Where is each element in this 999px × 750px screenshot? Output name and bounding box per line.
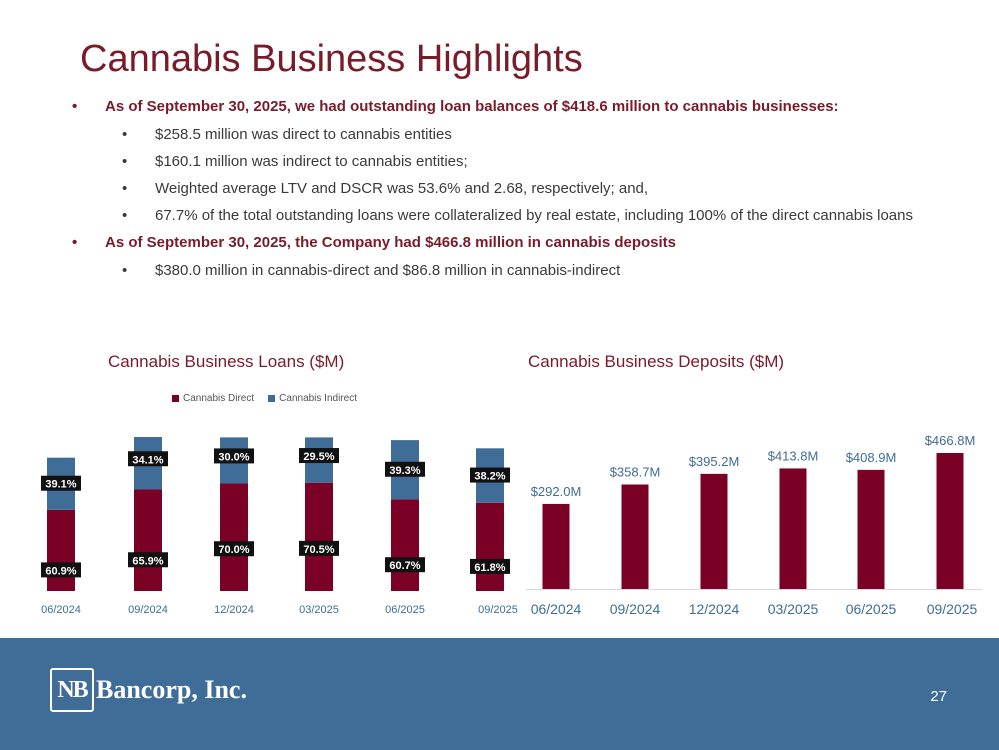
deposits-chart: $292.0M 06/2024 $358.7M 09/2024 $395.2M 12/20… [526,433,982,617]
deposit-data-label: $466.8M [925,433,976,448]
bullet-dot: • [122,180,128,197]
bullet-dot: • [122,153,128,170]
deposits-chart-title: Cannabis Business Deposits ($M) [528,352,785,371]
direct-data-label-box [41,562,81,578]
bullet-loans: • As of September 30, 2025, we had outsta… [70,96,950,118]
direct-bar [47,509,75,591]
direct-bar [391,499,419,591]
x-tick-label: 12/2024 [214,604,254,616]
bullet-text: $258.5 million was direct to cannabis en… [155,126,452,143]
x-tick-label: 03/2025 [768,601,819,617]
x-tick-label: 09/2024 [128,604,168,616]
x-tick-label: 09/2025 [478,604,518,616]
x-tick-label: 06/2025 [846,601,897,617]
deposit-bar [936,453,964,589]
direct-bar [134,489,162,591]
bullet-text: $160.1 million was indirect to cannabis … [155,153,468,170]
deposit-bar [700,473,728,589]
direct-bar [220,483,248,591]
bullet-dot: • [72,98,78,115]
x-tick-label: 09/2024 [610,601,661,617]
x-tick-label: 06/2025 [385,604,425,616]
deposit-data-label: $408.9M [846,450,897,465]
x-tick-label: 09/2025 [927,601,978,617]
direct-data-label: 70.5% [303,544,334,556]
legend-label-direct: Cannabis Direct [183,393,255,404]
sub-bullet-ltv: • Weighted average LTV and DSCR was 53.6%… [70,178,950,200]
legend-swatch-indirect [268,395,276,402]
indirect-data-label-box [299,448,339,464]
slide-title: Cannabis Business Highlights [80,38,583,80]
x-tick-label: 06/2024 [41,604,81,616]
bullet-list: • As of September 30, 2025, we had outsta… [70,96,950,287]
company-logo: NB Bancorp, Inc. [50,668,247,712]
indirect-data-label: 38.2% [474,471,505,483]
loans-chart-title: Cannabis Business Loans ($M) [108,352,345,371]
direct-data-label-box [470,558,510,574]
indirect-data-label-box [41,475,81,491]
sub-bullet-direct: • $258.5 million was direct to cannabis e… [70,124,950,146]
direct-data-label-box [385,557,425,573]
bullet-text: Weighted average LTV and DSCR was 53.6% … [155,180,649,197]
bullet-text: As of September 30, 2025, we had outstan… [105,98,839,115]
legend-item-direct: Cannabis Direct [172,393,254,404]
direct-data-label: 60.7% [389,560,420,572]
deposit-bar [542,503,570,589]
deposit-data-label: $395.2M [689,454,740,469]
indirect-data-label: 39.3% [389,465,420,477]
direct-bar [476,502,504,591]
bullet-text: $380.0 million in cannabis-direct and $8… [155,262,621,279]
direct-data-label: 70.0% [218,544,249,556]
sub-bullet-collateral: • 67.7% of the total outstanding loans we… [70,205,950,227]
indirect-data-label: 29.5% [303,451,334,463]
deposit-data-label: $413.8M [768,448,819,463]
legend-item-indirect: Cannabis Indirect [268,393,357,404]
loans-chart-legend: Cannabis Direct Cannabis Indirect [172,393,357,404]
logo-company-name: Bancorp, Inc. [96,675,247,704]
loans-chart: 60.9% 39.1% 06/2024 65.9% 34.1% 09/2024 70.0% 3… [41,437,518,616]
logo-mark: NB [50,668,94,712]
bullet-deposits: • As of September 30, 2025, the Company h… [70,232,950,254]
bullet-dot: • [122,262,128,279]
x-tick-label: 03/2025 [299,604,339,616]
deposit-bar [621,484,649,589]
direct-data-label-box [128,552,168,568]
deposit-bar [779,468,807,589]
legend-label-indirect: Cannabis Indirect [279,393,357,404]
footer-bar: NB Bancorp, Inc. 27 [0,638,999,750]
legend-swatch-direct [172,395,179,402]
sub-bullet-deposit-split: • $380.0 million in cannabis-direct and $… [70,260,950,282]
direct-data-label: 60.9% [45,565,76,577]
indirect-data-label-box [128,451,168,467]
indirect-data-label: 30.0% [218,451,249,463]
bullet-dot: • [122,207,128,224]
indirect-data-label-box [214,448,254,464]
x-tick-label: 12/2024 [689,601,740,617]
bullet-dot: • [122,126,128,143]
indirect-data-label: 39.1% [45,479,76,491]
deposit-data-label: $292.0M [531,484,582,499]
indirect-data-label: 34.1% [132,454,163,466]
page-number: 27 [930,688,947,705]
sub-bullet-indirect: • $160.1 million was indirect to cannabis… [70,151,950,173]
bullet-dot: • [72,234,78,251]
indirect-data-label-box [470,467,510,483]
deposit-data-label: $358.7M [610,464,661,479]
direct-data-label: 65.9% [132,555,163,567]
x-tick-label: 06/2024 [531,601,582,617]
direct-data-label-box [299,540,339,556]
indirect-data-label-box [385,461,425,477]
direct-bar [305,482,333,591]
direct-data-label-box [214,541,254,557]
bullet-text: 67.7% of the total outstanding loans wer… [155,207,913,224]
direct-data-label: 61.8% [474,562,505,574]
deposit-bar [857,469,885,589]
bullet-text: As of September 30, 2025, the Company ha… [105,234,677,251]
